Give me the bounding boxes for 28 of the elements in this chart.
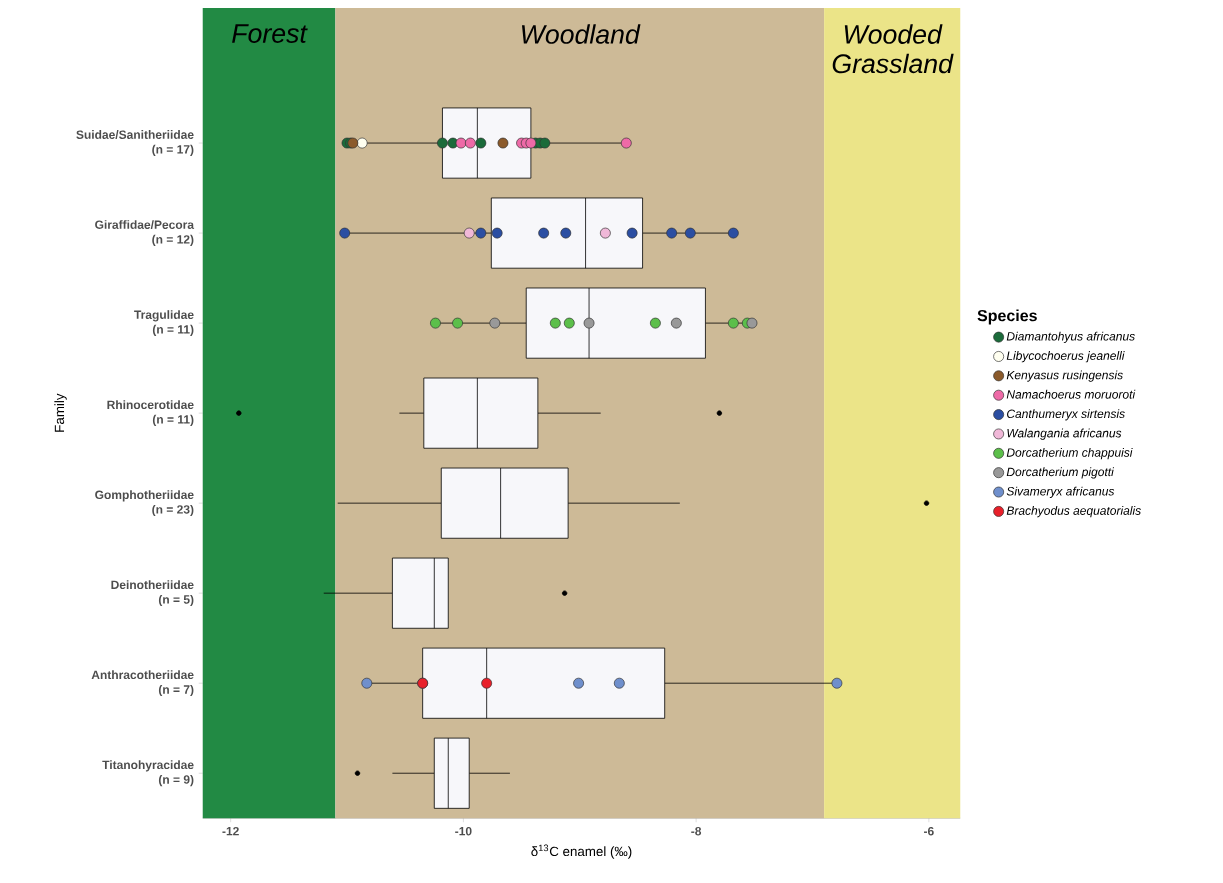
y-tick-label: Titanohyracidae (n = 9) [102,760,194,787]
legend-label: Diamantohyus africanus [1006,331,1135,343]
y-axis-title: Family [54,393,67,432]
legend-label: Dorcatherium chappuisi [1006,448,1133,460]
x-tick-label: -12 [222,826,239,836]
band-label: Woodland [521,24,641,44]
band-label: Wooded Grassland [832,24,954,74]
y-tick-label: Giraffidae/Pecora (n = 12) [95,220,195,247]
legend-label: Canthumeryx sirtensis [1007,409,1125,421]
x-tick-label: -6 [923,826,934,836]
legend-label: Namachoerus moruoroti [1006,389,1136,399]
legend-title: Species [977,309,1037,325]
legend-label: Brachyodus aequatorialis [1006,506,1141,518]
band-label: Forest [232,24,308,43]
legend-label: Dorcatherium pigotti [1006,467,1115,479]
y-tick-label: Suidae/Sanitheriidae (n = 17) [76,130,194,157]
x-tick-label: -10 [455,826,472,836]
y-tick-label: Rhinocerotidae (n = 11) [107,400,194,427]
legend-label: Kenyasus rusingensis [1006,370,1123,382]
y-tick-label: Tragulidae (n = 11) [134,310,194,337]
x-axis-title: δ$^{13}$C enamel (‰) [531,844,632,859]
legend-label: Walangania africanus [1007,428,1122,440]
y-tick-label: Gomphotheriidae (n = 23) [95,490,194,517]
legend-label: Sivameryx africanus [1006,486,1115,498]
y-tick-label: Deinotheriidae (n = 5) [111,580,194,607]
x-tick-label: -8 [691,826,702,836]
y-tick-label: Anthracotheriidae (n = 7) [91,670,194,697]
legend-label: Libycochoerus jeanelli [1006,351,1125,363]
